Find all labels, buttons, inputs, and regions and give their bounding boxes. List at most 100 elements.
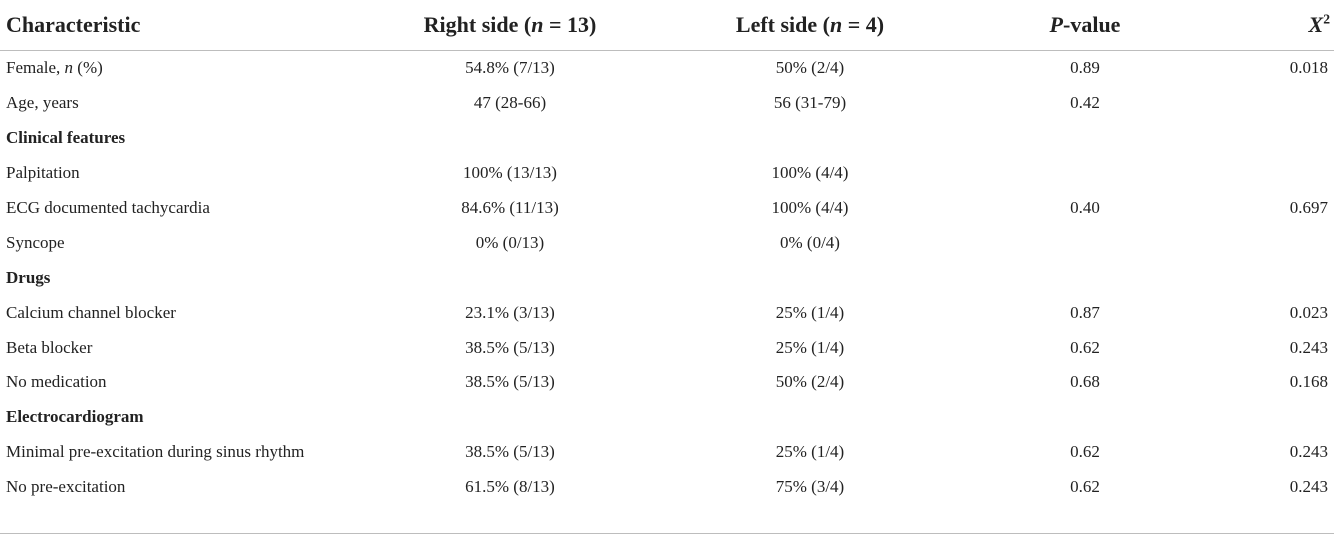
empty-cell	[960, 260, 1210, 295]
empty-cell	[1210, 400, 1334, 435]
cell-characteristic: No medication	[6, 372, 107, 392]
cell-right-side: 54.8% (7/13)	[465, 58, 555, 78]
section-row: Drugs	[0, 260, 1334, 295]
cell-chi-square	[1210, 156, 1334, 191]
header-left-side-suffix: = 4)	[842, 12, 885, 37]
cell-chi-square: 0.243	[1289, 442, 1328, 462]
cell-right-side: 47 (28-66)	[473, 93, 547, 113]
empty-cell	[660, 400, 960, 435]
header-right-side-n: n	[531, 12, 544, 37]
cell-p-value: 0.87	[1070, 302, 1100, 322]
table-row: Palpitation 100% (13/13) 100% (4/4)	[0, 156, 1334, 191]
table-row: Minimal pre-excitation during sinus rhyt…	[0, 435, 1334, 470]
cell-right-side: 38.5% (5/13)	[465, 372, 555, 392]
empty-cell	[360, 260, 660, 295]
table-row: Calcium channel blocker 23.1% (3/13) 25% (…	[0, 295, 1334, 330]
cell-left-side: 0% (0/4)	[780, 232, 840, 252]
cell-p-value: 0.62	[1070, 442, 1100, 462]
cell-left-side: 100% (4/4)	[771, 163, 849, 183]
cell-p-value	[960, 225, 1210, 260]
table-row: Female, n (%) 54.8% (7/13) 50% (2/4) 0.89 0.…	[0, 51, 1334, 86]
cell-p-value: 0.42	[1070, 93, 1100, 113]
table-row: Age, years 47 (28-66) 56 (31-79) 0.42	[0, 86, 1334, 121]
cell-chi-square: 0.168	[1289, 372, 1328, 392]
cell-right-side: 23.1% (3/13)	[465, 302, 555, 322]
cell-chi-square	[1210, 86, 1334, 121]
cell-characteristic: Calcium channel blocker	[6, 302, 176, 322]
empty-cell	[960, 121, 1210, 156]
cell-left-side: 25% (1/4)	[775, 442, 845, 462]
header-characteristic: Characteristic	[0, 0, 360, 51]
cell-p-value: 0.68	[1070, 372, 1100, 392]
comparison-table: Characteristic Right side (n = 13) Left …	[0, 0, 1334, 505]
table-header: Characteristic Right side (n = 13) Left …	[0, 0, 1334, 51]
table-row: No pre-excitation 61.5% (8/13) 75% (3/4) 0.…	[0, 470, 1334, 505]
header-p-suffix: -value	[1063, 12, 1121, 37]
table-row: Syncope 0% (0/13) 0% (0/4)	[0, 225, 1334, 260]
cell-right-side: 38.5% (5/13)	[465, 337, 555, 357]
cell-chi-square	[1210, 225, 1334, 260]
empty-cell	[960, 400, 1210, 435]
header-x-exponent: 2	[1323, 11, 1330, 27]
header-right-side-suffix: = 13)	[543, 12, 597, 37]
cell-chi-square: 0.018	[1289, 58, 1328, 78]
header-left-side: Left side (n = 4)	[660, 0, 960, 51]
cell-characteristic: Minimal pre-excitation during sinus rhyt…	[6, 442, 305, 462]
cell-p-value: 0.62	[1070, 337, 1100, 357]
label-italic: n	[64, 58, 74, 78]
cell-characteristic: Palpitation	[6, 163, 80, 183]
empty-cell	[360, 400, 660, 435]
cell-left-side: 25% (1/4)	[775, 337, 845, 357]
empty-cell	[660, 260, 960, 295]
empty-cell	[360, 121, 660, 156]
cell-right-side: 84.6% (11/13)	[461, 198, 559, 217]
header-right-side-prefix: Right side (	[423, 12, 532, 37]
table-bottom-rule	[0, 533, 1334, 534]
header-chi-square: X2	[1210, 0, 1334, 51]
table-body: Female, n (%) 54.8% (7/13) 50% (2/4) 0.89 0.…	[0, 51, 1334, 505]
cell-characteristic: Syncope	[6, 232, 65, 252]
header-characteristic-label: Characteristic	[6, 12, 141, 37]
cell-characteristic: No pre-excitation	[6, 477, 126, 497]
cell-right-side: 61.5% (8/13)	[465, 477, 555, 497]
header-p-value: P-value	[960, 0, 1210, 51]
cell-left-side: 75% (3/4)	[775, 477, 845, 497]
label-prefix: Female,	[6, 58, 65, 78]
cell-chi-square: 0.243	[1289, 337, 1328, 357]
empty-cell	[660, 121, 960, 156]
section-heading: Drugs	[6, 267, 51, 287]
header-left-side-prefix: Left side (	[735, 12, 830, 37]
header-left-side-n: n	[829, 12, 843, 37]
header-right-side: Right side (n = 13)	[360, 0, 660, 51]
cell-left-side: 100% (4/4)	[771, 198, 849, 217]
section-heading: Electrocardiogram	[6, 407, 144, 427]
table-row: No medication 38.5% (5/13) 50% (2/4) 0.68 0.…	[0, 365, 1334, 400]
cell-left-side: 56 (31-79)	[773, 93, 847, 113]
table-row: ECG documented tachycardia 84.6% (11/13) 1…	[0, 191, 1334, 226]
cell-characteristic: Age, years	[6, 93, 79, 113]
empty-cell	[1210, 260, 1334, 295]
section-row: Clinical features	[0, 121, 1334, 156]
cell-characteristic: ECG documented tachycardia	[6, 198, 210, 217]
section-heading: Clinical features	[6, 128, 126, 148]
cell-characteristic: Beta blocker	[6, 337, 93, 357]
cell-p-value: 0.89	[1070, 58, 1100, 78]
cell-right-side: 38.5% (5/13)	[465, 442, 555, 462]
cell-chi-square: 0.243	[1289, 477, 1328, 497]
header-x-letter: X	[1308, 12, 1324, 37]
cell-p-value: 0.62	[1070, 477, 1100, 497]
cell-p-value	[960, 156, 1210, 191]
cell-chi-square: 0.023	[1289, 302, 1328, 322]
label-suffix: (%)	[73, 58, 103, 78]
header-row: Characteristic Right side (n = 13) Left …	[0, 0, 1334, 51]
empty-cell	[1210, 121, 1334, 156]
cell-chi-square: 0.697	[1289, 198, 1328, 217]
cell-right-side: 0% (0/13)	[475, 232, 545, 252]
table-row: Beta blocker 38.5% (5/13) 25% (1/4) 0.62 0.2…	[0, 330, 1334, 365]
cell-left-side: 25% (1/4)	[775, 302, 845, 322]
cell-left-side: 50% (2/4)	[775, 58, 845, 78]
header-p-letter: P	[1049, 12, 1063, 37]
cell-right-side: 100% (13/13)	[463, 163, 557, 183]
section-row: Electrocardiogram	[0, 400, 1334, 435]
